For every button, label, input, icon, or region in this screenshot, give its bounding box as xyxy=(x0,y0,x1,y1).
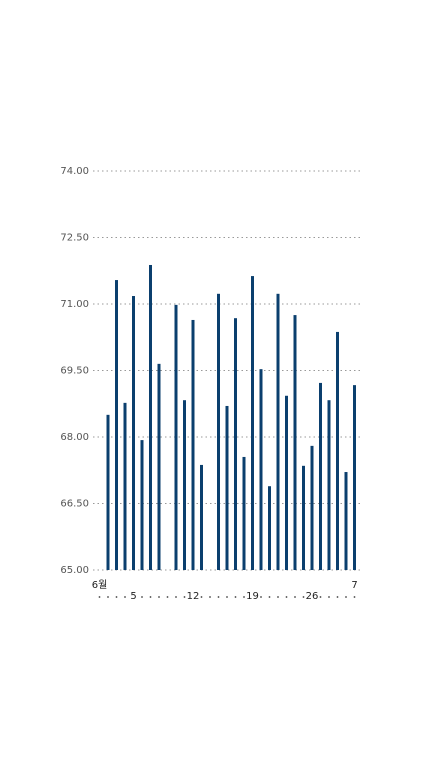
x-dot xyxy=(209,596,211,598)
bar xyxy=(268,486,271,570)
x-dot xyxy=(336,596,339,598)
x-tick-label: 26 xyxy=(306,591,319,602)
x-dot xyxy=(345,596,347,598)
x-dot xyxy=(175,596,177,598)
bar xyxy=(123,402,127,570)
x-dot xyxy=(294,596,296,598)
x-dot xyxy=(107,596,109,598)
bar xyxy=(132,296,135,570)
bar xyxy=(183,400,186,570)
bar xyxy=(225,405,229,570)
x-dot xyxy=(141,596,143,598)
x-dot xyxy=(234,596,237,598)
x-dot xyxy=(158,596,160,598)
bar xyxy=(149,264,152,570)
x-dot xyxy=(302,596,305,598)
x-tick-label: 6월 xyxy=(92,579,108,591)
bar xyxy=(157,363,161,570)
bar xyxy=(191,319,195,570)
bar xyxy=(217,293,220,570)
x-dot xyxy=(268,596,271,598)
bar xyxy=(319,382,322,570)
y-tick-label: 66.50 xyxy=(60,499,89,510)
bar xyxy=(242,456,246,570)
x-dot xyxy=(149,596,152,598)
x-dot xyxy=(226,596,228,598)
x-dot xyxy=(124,596,126,598)
bar xyxy=(302,465,305,570)
x-dot xyxy=(277,596,279,598)
bar xyxy=(336,331,339,570)
x-dot xyxy=(353,596,356,598)
y-tick-label: 69.50 xyxy=(60,366,89,377)
x-dot xyxy=(319,596,322,598)
bar xyxy=(251,276,254,570)
bar xyxy=(259,369,263,570)
x-tick-label: 12 xyxy=(187,591,200,602)
x-dot xyxy=(243,596,245,598)
bar xyxy=(327,400,331,570)
bar xyxy=(106,414,110,570)
bar xyxy=(344,472,348,570)
bar xyxy=(276,293,280,570)
x-dot xyxy=(200,596,203,598)
bar xyxy=(310,445,314,570)
x-tick-label: 5 xyxy=(130,591,136,602)
bar xyxy=(353,385,356,570)
bar xyxy=(285,395,288,570)
y-tick-label: 72.50 xyxy=(60,233,89,244)
x-dot xyxy=(183,596,186,598)
x-dot xyxy=(328,596,330,598)
y-tick-label: 74.00 xyxy=(60,166,89,177)
y-tick-label: 68.00 xyxy=(60,432,89,443)
bar xyxy=(293,315,297,570)
x-dot xyxy=(98,596,101,598)
bar xyxy=(234,318,237,570)
bar xyxy=(140,440,144,570)
bar xyxy=(200,464,203,570)
bar xyxy=(115,280,118,570)
bar xyxy=(174,304,178,570)
x-tick-label: 19 xyxy=(246,591,259,602)
x-dot xyxy=(115,596,118,598)
x-dot xyxy=(285,596,288,598)
y-tick-label: 71.00 xyxy=(60,299,89,310)
y-tick-label: 65.00 xyxy=(60,565,89,576)
x-dot xyxy=(166,596,169,598)
x-dot xyxy=(217,596,220,598)
x-dot xyxy=(260,596,262,598)
x-tick-label: 7 xyxy=(351,580,357,591)
